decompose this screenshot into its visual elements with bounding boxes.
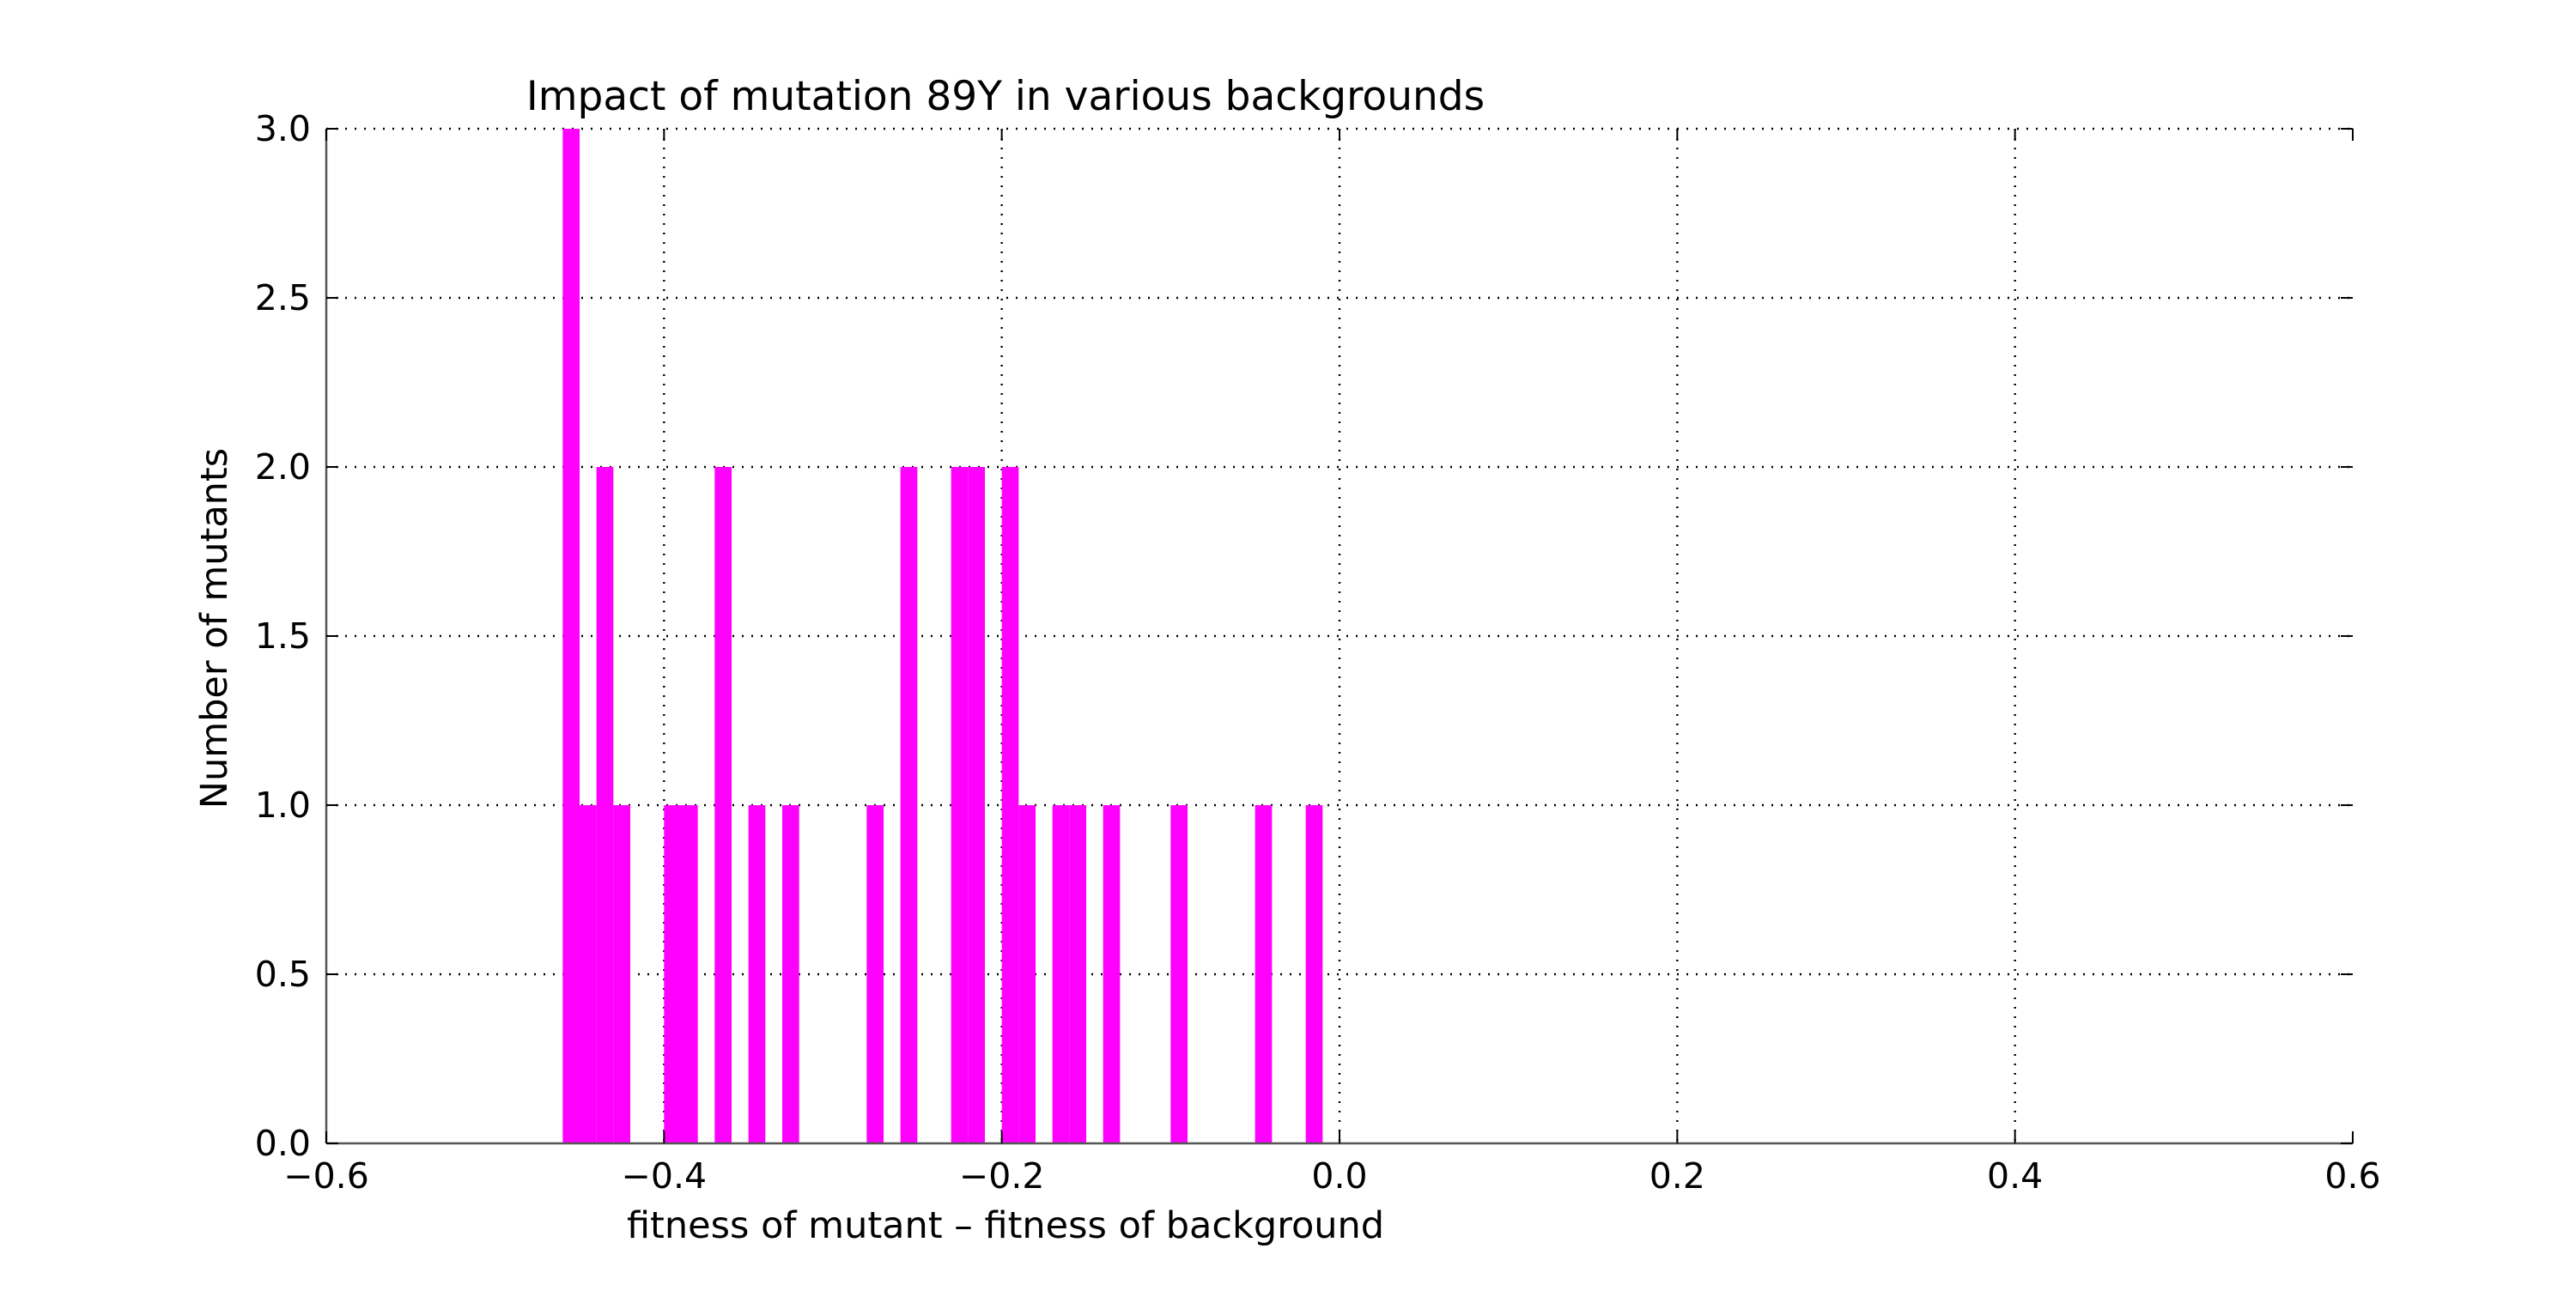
histogram-bar — [782, 805, 799, 1143]
histogram-bar — [613, 805, 630, 1143]
x-tick-label: 0.0 — [1311, 1155, 1367, 1197]
x-axis-label: fitness of mutant – fitness of backgroun… — [627, 1204, 1384, 1247]
histogram-bar — [562, 129, 580, 1143]
histogram-bar — [968, 467, 985, 1143]
histogram-bar — [596, 467, 614, 1143]
histogram-bar — [1018, 805, 1036, 1143]
histogram-bar — [1170, 805, 1188, 1143]
y-tick-label: 2.0 — [255, 446, 311, 488]
histogram-bar — [714, 467, 732, 1143]
y-tick-label: 2.5 — [255, 277, 311, 318]
histogram-bar — [951, 467, 969, 1143]
histogram-bar — [1103, 805, 1121, 1143]
histogram-bar — [1069, 805, 1086, 1143]
x-axis-ticks: −0.6 −0.4 −0.2 0.0 0.2 0.4 0.6 — [283, 129, 2381, 1197]
x-tick-label: −0.4 — [622, 1155, 708, 1197]
x-tick-label: 0.6 — [2324, 1155, 2380, 1197]
chart-title: Impact of mutation 89Y in various backgr… — [526, 73, 1485, 120]
y-tick-label: 3.0 — [255, 108, 311, 149]
histogram-bar — [866, 805, 884, 1143]
histogram-bar — [748, 805, 766, 1143]
histogram-bars — [562, 129, 1323, 1143]
x-tick-label: 0.2 — [1649, 1155, 1705, 1197]
y-axis-ticks: 0.0 0.5 1.0 1.5 2.0 2.5 3.0 — [255, 108, 2353, 1164]
y-tick-label: 1.0 — [255, 785, 311, 826]
histogram-bar — [580, 805, 597, 1143]
histogram-bar — [1255, 805, 1273, 1143]
y-tick-label: 0.0 — [255, 1123, 311, 1164]
histogram-bar — [1052, 805, 1070, 1143]
histogram-bar — [900, 467, 918, 1143]
histogram-bar — [1001, 467, 1019, 1143]
x-tick-label: −0.2 — [959, 1155, 1045, 1197]
histogram-bar — [1305, 805, 1323, 1143]
y-tick-label: 0.5 — [255, 954, 311, 995]
y-tick-label: 1.5 — [255, 615, 311, 657]
histogram-bar — [681, 805, 698, 1143]
y-axis-label: Number of mutants — [193, 448, 236, 809]
x-tick-label: 0.4 — [1987, 1155, 2043, 1197]
x-tick-label: −0.6 — [283, 1155, 369, 1197]
histogram-bar — [664, 805, 681, 1143]
